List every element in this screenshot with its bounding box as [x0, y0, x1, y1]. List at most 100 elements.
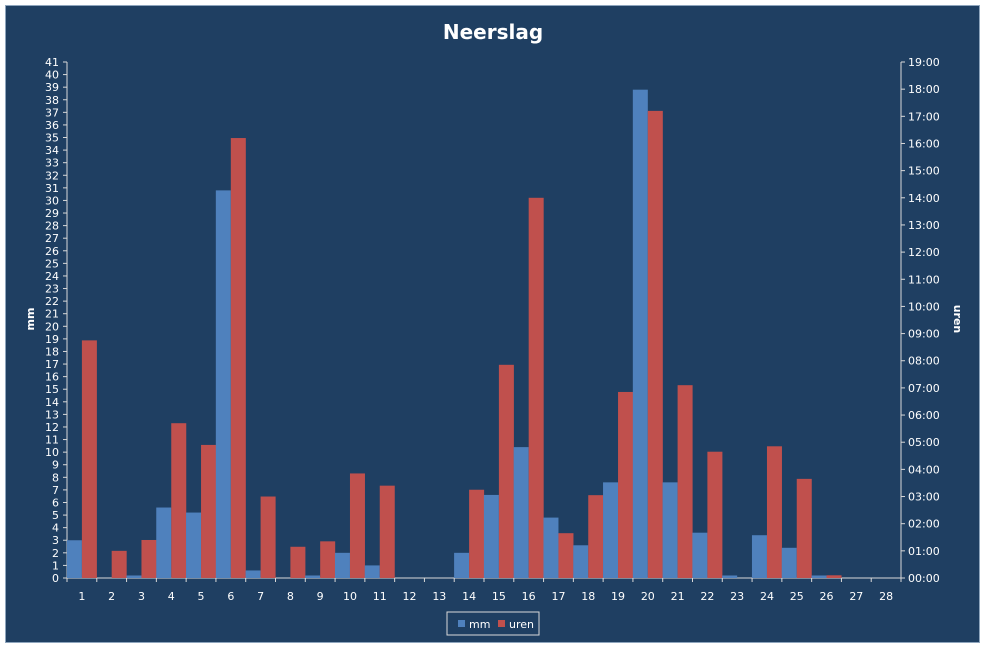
- bar-mm: [483, 494, 499, 578]
- x-tick-label: 28: [879, 590, 893, 603]
- right-axis-title: uren: [951, 305, 964, 334]
- left-tick-label: 0: [52, 572, 59, 585]
- bar-uren: [141, 539, 157, 578]
- bar-mm: [186, 512, 202, 578]
- x-tick-label: 15: [492, 590, 506, 603]
- bar-mm: [662, 482, 678, 578]
- left-tick-label: 25: [45, 257, 59, 270]
- bar-uren: [826, 575, 842, 578]
- bar-uren: [528, 197, 544, 578]
- left-tick-label: 6: [52, 496, 59, 509]
- bar-mm: [811, 575, 827, 578]
- left-tick-label: 1: [52, 559, 59, 572]
- right-tick-label: 00:00: [908, 572, 940, 585]
- bar-mm: [454, 552, 470, 578]
- right-tick-label: 11:00: [908, 273, 940, 286]
- bar-mm: [215, 190, 231, 578]
- x-tick-label: 20: [641, 590, 655, 603]
- chart-title: Neerslag: [443, 20, 543, 44]
- legend-swatch-uren: [498, 620, 505, 627]
- right-tick-label: 17:00: [908, 110, 940, 123]
- right-tick-label: 08:00: [908, 355, 940, 368]
- bar-uren: [647, 110, 663, 578]
- bar-uren: [707, 451, 723, 578]
- x-tick-label: 12: [403, 590, 417, 603]
- left-tick-label: 11: [45, 434, 59, 447]
- bar-uren: [558, 533, 574, 578]
- left-tick-label: 2: [52, 547, 59, 560]
- x-tick-label: 10: [343, 590, 357, 603]
- left-tick-label: 20: [45, 320, 59, 333]
- bar-uren: [796, 478, 812, 578]
- left-tick-label: 10: [45, 446, 59, 459]
- x-tick-label: 9: [317, 590, 324, 603]
- axes: 0123456789101112131415161718192021222324…: [45, 56, 940, 603]
- bar-uren: [469, 489, 485, 578]
- bar-uren: [111, 550, 127, 578]
- x-tick-label: 18: [581, 590, 595, 603]
- x-tick-label: 5: [198, 590, 205, 603]
- left-tick-label: 13: [45, 408, 59, 421]
- left-tick-label: 3: [52, 534, 59, 547]
- x-tick-label: 17: [551, 590, 565, 603]
- x-tick-label: 26: [820, 590, 834, 603]
- bar-mm: [543, 517, 559, 578]
- left-axis-title: mm: [24, 308, 37, 331]
- left-tick-label: 34: [45, 144, 59, 157]
- x-tick-label: 6: [227, 590, 234, 603]
- bar-mm: [513, 447, 529, 578]
- bar-mm: [751, 535, 767, 578]
- left-tick-label: 35: [45, 132, 59, 145]
- x-tick-label: 1: [78, 590, 85, 603]
- bar-uren: [290, 546, 306, 578]
- left-tick-label: 33: [45, 157, 59, 170]
- right-tick-label: 03:00: [908, 491, 940, 504]
- x-tick-label: 13: [432, 590, 446, 603]
- x-tick-label: 23: [730, 590, 744, 603]
- bar-mm: [156, 507, 172, 578]
- x-tick-label: 4: [168, 590, 175, 603]
- bar-mm: [632, 89, 648, 578]
- left-tick-label: 32: [45, 169, 59, 182]
- bar-uren: [618, 391, 634, 578]
- x-tick-label: 2: [108, 590, 115, 603]
- legend: mm uren: [446, 611, 540, 636]
- left-tick-label: 5: [52, 509, 59, 522]
- bar-uren: [498, 364, 514, 578]
- left-tick-label: 24: [45, 270, 59, 283]
- x-tick-label: 11: [373, 590, 387, 603]
- bar-uren: [201, 444, 217, 578]
- x-tick-label: 27: [849, 590, 863, 603]
- x-tick-label: 19: [611, 590, 625, 603]
- left-tick-label: 29: [45, 207, 59, 220]
- right-tick-label: 15:00: [908, 165, 940, 178]
- left-tick-label: 8: [52, 471, 59, 484]
- legend-label-mm: mm: [469, 618, 490, 631]
- left-tick-label: 9: [52, 459, 59, 472]
- left-tick-label: 15: [45, 383, 59, 396]
- bar-mm: [364, 565, 380, 578]
- left-tick-label: 22: [45, 295, 59, 308]
- x-tick-label: 25: [790, 590, 804, 603]
- left-tick-label: 30: [45, 194, 59, 207]
- bar-mm: [66, 540, 82, 578]
- x-tick-label: 22: [700, 590, 714, 603]
- right-tick-label: 18:00: [908, 83, 940, 96]
- bar-uren: [588, 495, 604, 578]
- x-tick-label: 8: [287, 590, 294, 603]
- bar-uren: [677, 385, 693, 578]
- legend-swatch-mm: [458, 620, 465, 627]
- bar-uren: [766, 446, 782, 578]
- bar-mm: [692, 532, 708, 578]
- left-tick-label: 26: [45, 245, 59, 258]
- legend-box: [446, 611, 540, 636]
- right-tick-label: 12:00: [908, 246, 940, 259]
- left-tick-label: 18: [45, 345, 59, 358]
- bar-uren: [260, 496, 276, 578]
- x-tick-label: 24: [760, 590, 774, 603]
- bar-mm: [781, 547, 797, 578]
- left-tick-label: 4: [52, 522, 59, 535]
- left-tick-label: 16: [45, 371, 59, 384]
- x-tick-label: 14: [462, 590, 476, 603]
